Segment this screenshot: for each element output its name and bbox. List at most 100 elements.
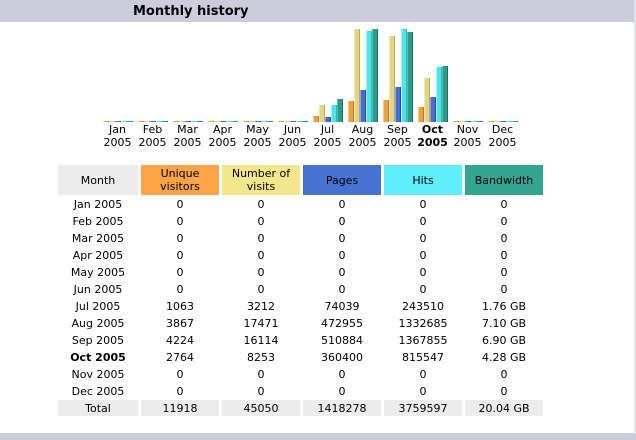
bar-hits <box>260 121 267 122</box>
bar-pages <box>114 121 121 122</box>
value-cell: 0 <box>257 231 265 245</box>
bar-hits <box>225 121 232 122</box>
bar-hits <box>435 67 442 122</box>
month-cell: May 2005 <box>70 265 126 279</box>
month-cell: Jun 2005 <box>73 282 123 296</box>
month-cell: Jan 2005 <box>73 197 123 211</box>
bar-group-apr-2005 <box>205 27 240 122</box>
value-cell: 0 <box>500 248 508 262</box>
value-cell: 1367855 <box>398 333 448 347</box>
value-cell: 0 <box>176 282 184 296</box>
total-value-cell: 1418278 <box>303 400 381 416</box>
value-cell: 0 <box>500 282 508 296</box>
table-row-sep-2005: Sep 2005 4224 16114 510884 1367855 6.90 GB <box>58 332 543 348</box>
total-value-cell: 45050 <box>222 400 300 416</box>
page-title: Monthly history <box>133 3 249 19</box>
column-header-hits: Hits <box>384 165 462 195</box>
table-row-jul-2005: Jul 2005 1063 3212 74039 243510 1.76 GB <box>58 298 543 314</box>
bar-bandwidth <box>336 99 343 122</box>
table-body: Jan 2005 0 0 0 0 0 Feb 2005 0 0 0 0 0 Mar 2005 0 0 0 0 0 A… <box>58 196 543 416</box>
table-row-apr-2005: Apr 2005 0 0 0 0 0 <box>58 247 543 263</box>
bar-group-oct-2005 <box>415 27 450 122</box>
bar-pages <box>184 121 191 122</box>
month-cell: Sep 2005 <box>71 333 125 347</box>
value-cell: 0 <box>338 197 346 211</box>
column-header-unique-visitors: Unique visitors <box>141 165 219 195</box>
bar-bandwidth <box>441 66 448 122</box>
section-title-bar: Monthly history <box>0 0 636 22</box>
value-cell: 0 <box>500 367 508 381</box>
value-cell: 0 <box>338 248 346 262</box>
bar-number-of-visits <box>178 121 185 122</box>
month-label-oct: Oct 2005 <box>417 123 448 149</box>
value-cell: 2764 <box>166 350 194 364</box>
table-row-feb-2005: Feb 2005 0 0 0 0 0 <box>58 213 543 229</box>
bar-bandwidth <box>301 121 308 122</box>
column-header-pages: Pages <box>303 165 381 195</box>
value-cell: 3212 <box>247 299 275 313</box>
bar-unique-visitors <box>277 121 284 122</box>
bar-number-of-visits <box>353 29 360 122</box>
month-cell: Jul 2005 <box>75 299 121 313</box>
month-cell: Apr 2005 <box>72 248 124 262</box>
value-cell: 0 <box>257 214 265 228</box>
value-cell: 74039 <box>324 299 360 313</box>
month-label-jun: Jun 2005 <box>278 123 307 149</box>
month-cell: Dec 2005 <box>71 384 125 398</box>
bar-group-dec-2005 <box>485 27 520 122</box>
bar-number-of-visits <box>458 121 465 122</box>
value-cell: 17471 <box>243 316 279 330</box>
month-label-jul: Jul 2005 <box>313 123 342 149</box>
table-row-oct-2005: Oct 2005 2764 8253 360400 815547 4.28 GB <box>58 349 543 365</box>
bar-number-of-visits <box>283 121 290 122</box>
value-cell: 8253 <box>247 350 275 364</box>
bar-unique-visitors <box>417 107 424 122</box>
bar-pages <box>149 121 156 122</box>
bar-pages <box>289 121 296 122</box>
bar-unique-visitors <box>172 121 179 122</box>
bar-bandwidth <box>126 121 133 122</box>
value-cell: 1063 <box>166 299 194 313</box>
bar-pages <box>499 121 506 122</box>
bar-number-of-visits <box>213 121 220 122</box>
bar-unique-visitors <box>207 121 214 122</box>
bar-pages <box>254 121 261 122</box>
total-value-cell: 3759597 <box>384 400 462 416</box>
bar-bandwidth <box>511 121 518 122</box>
next-section-bar <box>0 433 636 440</box>
bar-number-of-visits <box>388 36 395 122</box>
value-cell: 0 <box>176 197 184 211</box>
bar-group-mar-2005 <box>170 27 205 122</box>
month-label-sep: Sep 2005 <box>383 123 412 149</box>
bar-bandwidth <box>266 121 273 122</box>
bar-pages <box>429 97 436 122</box>
value-cell: 0 <box>338 282 346 296</box>
bar-unique-visitors <box>312 116 319 122</box>
month-cell: Feb 2005 <box>72 214 124 228</box>
bar-hits <box>190 121 197 122</box>
month-label-dec: Dec 2005 <box>488 123 517 149</box>
bar-unique-visitors <box>102 121 109 122</box>
bar-group-jul-2005 <box>310 27 345 122</box>
table-header-row: Month Unique visitors Number of visits Page… <box>58 165 543 195</box>
bar-pages <box>219 121 226 122</box>
bar-bandwidth <box>196 121 203 122</box>
value-cell: 0 <box>419 248 427 262</box>
value-cell: 0 <box>419 197 427 211</box>
value-cell: 0 <box>257 248 265 262</box>
value-cell: 360400 <box>321 350 363 364</box>
bar-group-jan-2005 <box>100 27 135 122</box>
value-cell: 0 <box>338 384 346 398</box>
bar-bandwidth <box>476 121 483 122</box>
value-cell: 0 <box>500 231 508 245</box>
value-cell: 0 <box>338 367 346 381</box>
bar-unique-visitors <box>382 100 389 122</box>
value-cell: 0 <box>176 265 184 279</box>
total-value-cell: 11918 <box>141 400 219 416</box>
value-cell: 472955 <box>321 316 363 330</box>
value-cell: 0 <box>500 384 508 398</box>
total-value-cell: 20.04 GB <box>465 400 543 416</box>
bar-pages <box>324 117 331 122</box>
value-cell: 0 <box>257 197 265 211</box>
month-cell: Oct 2005 <box>70 350 126 364</box>
